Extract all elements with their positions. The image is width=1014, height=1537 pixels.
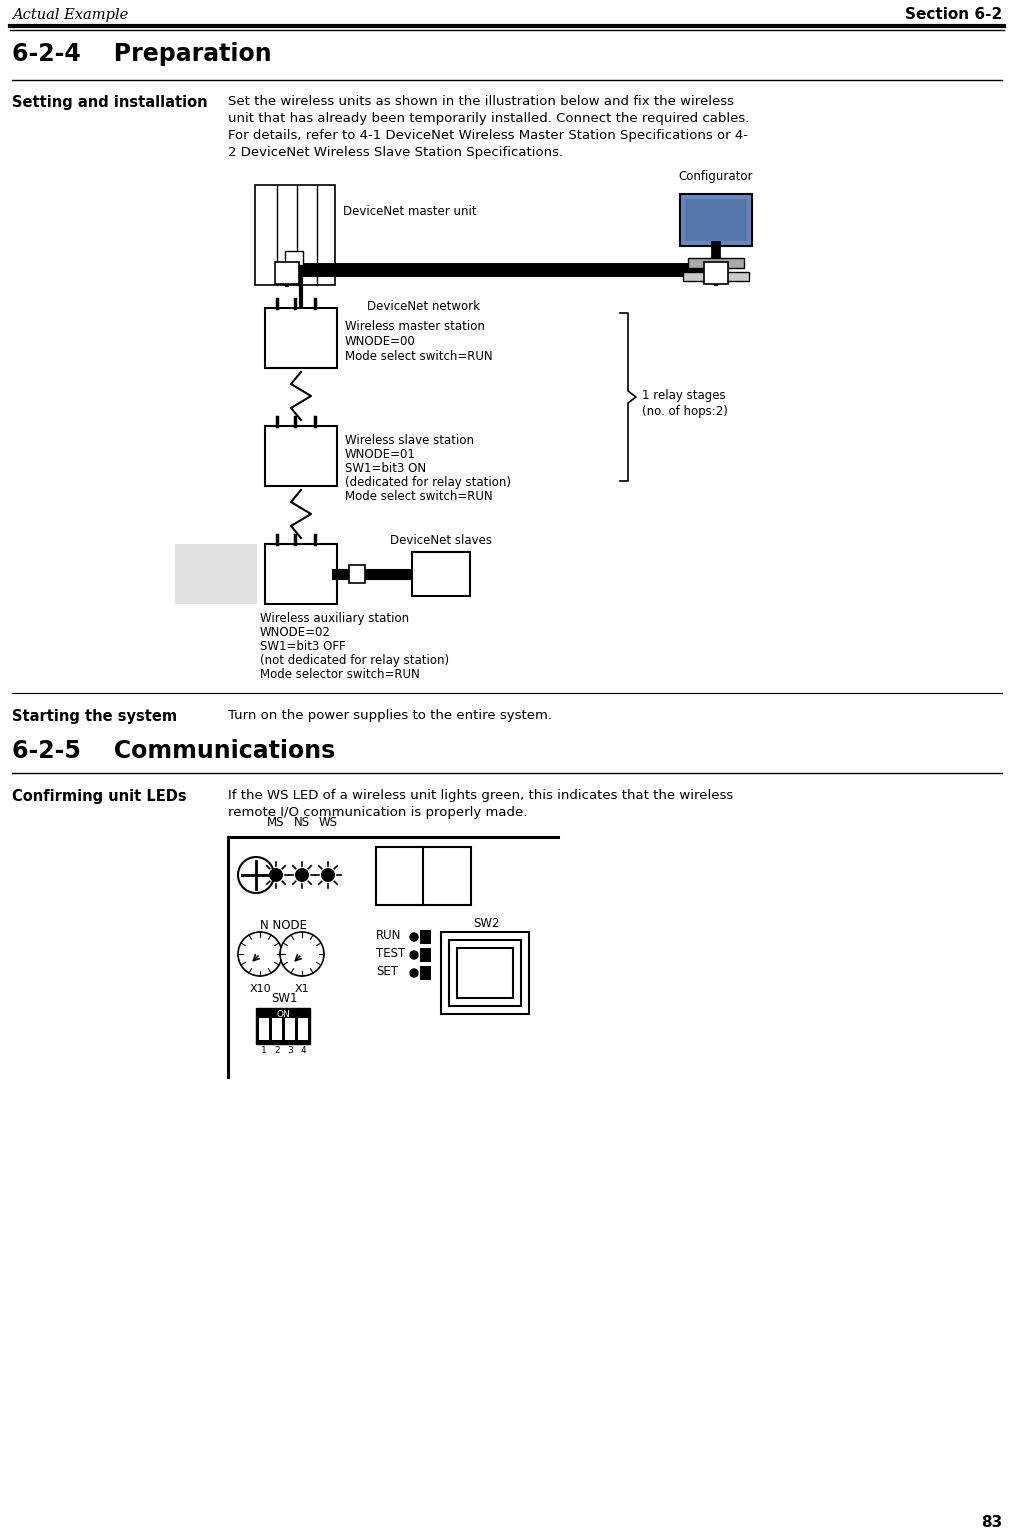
Bar [420, 965, 431, 981]
Bar [441, 931, 529, 1014]
Bar [256, 1008, 310, 1044]
Text: Turn on the power supplies to the entire system.: Turn on the power supplies to the entire… [228, 709, 552, 722]
Text: X1: X1 [295, 984, 309, 994]
Text: 2 DeviceNet Wireless Slave Station Specifications.: 2 DeviceNet Wireless Slave Station Speci… [228, 146, 563, 158]
Text: NS: NS [294, 816, 310, 828]
Circle shape [238, 858, 274, 893]
Text: Wireless slave station: Wireless slave station [345, 433, 474, 447]
Text: SW1=bit3 ON: SW1=bit3 ON [345, 463, 426, 475]
Text: Configurator: Configurator [678, 171, 753, 183]
Bar [272, 1017, 282, 1041]
Circle shape [410, 968, 418, 978]
Text: unit that has already been temporarily installed. Connect the required cables.: unit that has already been temporarily i… [228, 112, 749, 124]
Text: (dedicated for relay station): (dedicated for relay station) [345, 476, 511, 489]
Text: N NODE: N NODE [261, 919, 307, 931]
Bar [298, 1017, 308, 1041]
Bar [349, 566, 365, 583]
Text: Wireless auxiliary station: Wireless auxiliary station [260, 612, 409, 626]
Text: 1 relay stages: 1 relay stages [642, 389, 726, 403]
Text: DeviceNet network: DeviceNet network [367, 300, 480, 314]
Text: X10: X10 [249, 984, 271, 994]
Text: WNODE=01: WNODE=01 [345, 447, 416, 461]
Text: SW1: SW1 [271, 991, 297, 1005]
Bar [175, 544, 257, 604]
Text: Section 6-2: Section 6-2 [904, 8, 1002, 22]
Circle shape [410, 951, 418, 959]
Circle shape [295, 868, 309, 882]
Text: Actual Example: Actual Example [12, 8, 128, 22]
Text: WNODE=00: WNODE=00 [345, 335, 416, 347]
Text: SW1=bit3 OFF: SW1=bit3 OFF [260, 639, 346, 653]
Text: Starting the system: Starting the system [12, 709, 177, 724]
Text: 1: 1 [262, 1047, 267, 1054]
Circle shape [280, 931, 324, 976]
Bar [704, 261, 728, 284]
Bar [265, 544, 337, 604]
Text: Confirming unit LEDs: Confirming unit LEDs [12, 788, 187, 804]
Text: 6-2-5    Communications: 6-2-5 Communications [12, 739, 336, 762]
Text: Wireless master station: Wireless master station [345, 320, 485, 334]
Text: (no. of hops:2): (no. of hops:2) [642, 406, 728, 418]
Text: ON: ON [276, 1010, 290, 1019]
Bar [376, 847, 470, 905]
Text: RUN: RUN [376, 928, 402, 942]
Bar [685, 198, 747, 241]
Text: DeviceNet slaves: DeviceNet slaves [390, 533, 492, 547]
Bar [255, 184, 335, 284]
Circle shape [238, 931, 282, 976]
Text: If the WS LED of a wireless unit lights green, this indicates that the wireless: If the WS LED of a wireless unit lights … [228, 788, 733, 802]
Text: Mode select switch=RUN: Mode select switch=RUN [345, 350, 493, 363]
Text: SW2: SW2 [473, 918, 499, 930]
Bar [457, 948, 513, 998]
Bar [420, 930, 431, 944]
Circle shape [321, 868, 335, 882]
Text: Mode selector switch=RUN: Mode selector switch=RUN [260, 669, 420, 681]
Text: DeviceNet master unit: DeviceNet master unit [343, 204, 477, 218]
Bar [265, 426, 337, 486]
Bar [683, 272, 749, 281]
Text: remote I/O communication is properly made.: remote I/O communication is properly mad… [228, 805, 527, 819]
Text: WS: WS [318, 816, 338, 828]
Text: TEST: TEST [376, 947, 406, 961]
Bar [285, 1017, 295, 1041]
Bar [680, 194, 752, 246]
Bar [449, 941, 521, 1007]
Circle shape [269, 868, 283, 882]
Text: For details, refer to 4-1 DeviceNet Wireless Master Station Specifications or 4-: For details, refer to 4-1 DeviceNet Wire… [228, 129, 748, 141]
Bar [285, 251, 303, 264]
Circle shape [410, 933, 418, 941]
Text: 3: 3 [287, 1047, 293, 1054]
Bar [412, 552, 470, 596]
Text: MS: MS [268, 816, 285, 828]
Text: 6-2-4    Preparation: 6-2-4 Preparation [12, 41, 272, 66]
Text: WNODE=02: WNODE=02 [260, 626, 331, 639]
Text: Set the wireless units as shown in the illustration below and fix the wireless: Set the wireless units as shown in the i… [228, 95, 734, 108]
Bar [420, 948, 431, 962]
Bar [689, 258, 744, 267]
Text: 4: 4 [300, 1047, 306, 1054]
Text: SET: SET [376, 965, 399, 978]
Bar [265, 307, 337, 367]
Text: 83: 83 [981, 1515, 1002, 1529]
Text: Setting and installation: Setting and installation [12, 95, 208, 111]
Text: Mode select switch=RUN: Mode select switch=RUN [345, 490, 493, 503]
Text: (not dedicated for relay station): (not dedicated for relay station) [260, 655, 449, 667]
Bar [259, 1017, 269, 1041]
Bar [275, 261, 299, 284]
Text: 2: 2 [274, 1047, 280, 1054]
